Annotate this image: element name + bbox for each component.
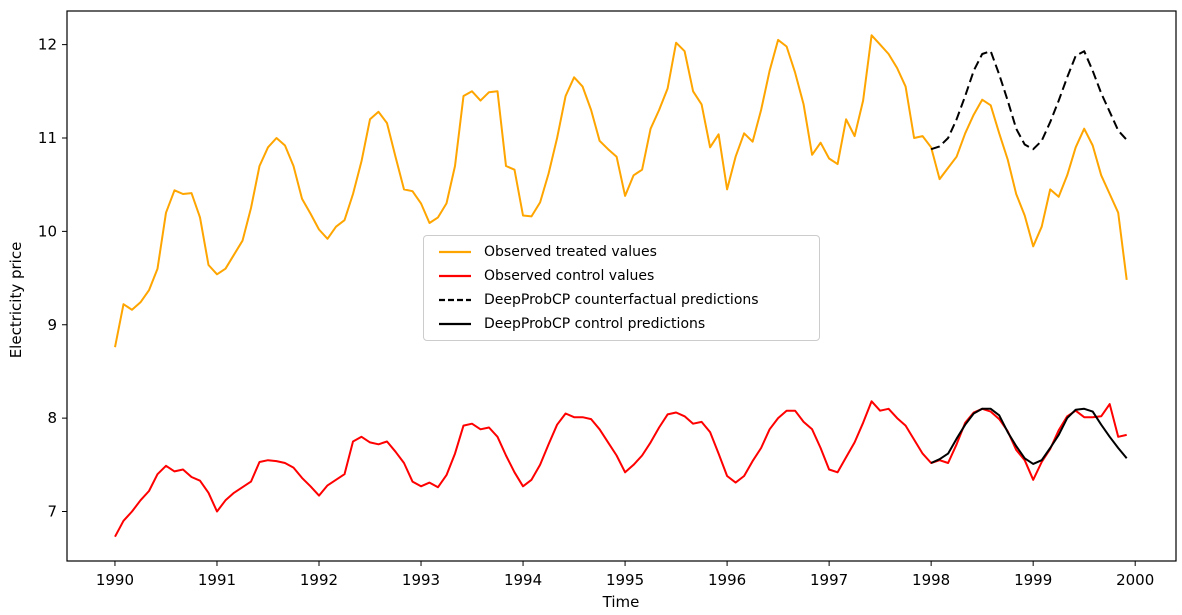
x-tick-label: 1991 — [198, 571, 236, 589]
x-tick-label: 1997 — [810, 571, 848, 589]
legend-solid-line-icon — [439, 250, 471, 254]
x-axis-label: Time — [602, 593, 640, 611]
series-line-0 — [114, 34, 1128, 348]
legend-item-label: Observed control values — [484, 268, 655, 284]
x-tick-label: 1992 — [300, 571, 338, 589]
y-tick-label: 10 — [38, 222, 57, 240]
y-tick-label: 8 — [47, 409, 57, 427]
y-axis-label: Electricity price — [7, 241, 25, 359]
x-tick-label: 1998 — [912, 571, 950, 589]
legend-item-label: Observed treated values — [484, 244, 657, 260]
x-tick-label: 2000 — [1116, 571, 1154, 589]
legend-item-0: Observed treated values — [438, 240, 819, 264]
y-tick-label: 11 — [38, 129, 57, 147]
legend: Observed treated values Observed control … — [423, 235, 820, 341]
legend-solid-line-icon — [439, 322, 471, 326]
legend-item-3: DeepProbCP control predictions — [438, 312, 819, 336]
legend-solid-line-icon — [439, 274, 471, 278]
x-tick-label: 1994 — [504, 571, 542, 589]
series-line-3 — [930, 407, 1128, 465]
x-tick-label: 1995 — [606, 571, 644, 589]
plot-frame — [66, 10, 1177, 562]
legend-item-label: DeepProbCP control predictions — [484, 316, 706, 332]
y-tick-label: 9 — [47, 316, 57, 334]
legend-dashed-line-icon — [439, 298, 471, 302]
legend-item-1: Observed control values — [438, 264, 819, 288]
legend-item-label: DeepProbCP counterfactual predictions — [484, 292, 759, 308]
legend-item-2: DeepProbCP counterfactual predictions — [438, 288, 819, 312]
y-tick-label: 7 — [47, 503, 57, 521]
series-line-2 — [930, 50, 1128, 151]
x-tick-label: 1999 — [1014, 571, 1052, 589]
x-tick-label: 1996 — [708, 571, 746, 589]
series-line-1 — [114, 400, 1127, 538]
x-tick-label: 1990 — [96, 571, 134, 589]
y-tick-label: 12 — [38, 36, 57, 54]
x-tick-label: 1993 — [402, 571, 440, 589]
